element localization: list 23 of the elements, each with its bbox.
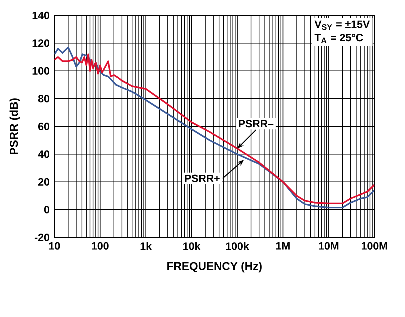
x-tick-label: 100 bbox=[92, 242, 109, 250]
y-tick-label: 20 bbox=[38, 178, 50, 186]
y-axis-title: PSRR (dB) bbox=[10, 98, 20, 155]
x-tick-label: 1k bbox=[140, 242, 152, 250]
y-tick-label: 0 bbox=[44, 206, 50, 214]
y-tick-label: -20 bbox=[34, 234, 50, 242]
y-tick-label: 120 bbox=[32, 40, 50, 48]
x-axis-title: FREQUENCY (Hz) bbox=[168, 262, 262, 273]
y-tick-label: 140 bbox=[32, 12, 50, 20]
x-tick-label: 100k bbox=[226, 242, 250, 250]
y-tick-label: 80 bbox=[38, 95, 50, 103]
annotation: PSRR– bbox=[239, 120, 274, 128]
x-tick-label: 1M bbox=[276, 242, 290, 250]
annotation: V$_{SY}$ = ±15V bbox=[314, 20, 370, 30]
annotation: PSRR+ bbox=[185, 174, 220, 182]
x-tick-label: 100M bbox=[362, 242, 388, 250]
x-tick-label: 10M bbox=[319, 242, 339, 250]
y-tick-label: 60 bbox=[38, 122, 50, 130]
x-tick-label: 10 bbox=[49, 242, 60, 250]
y-tick-label: 40 bbox=[38, 150, 50, 158]
x-tick-label: 10k bbox=[184, 242, 201, 250]
annotation: T$_{A}$ = 25°C bbox=[314, 34, 364, 44]
y-tick-label: 100 bbox=[32, 67, 50, 75]
